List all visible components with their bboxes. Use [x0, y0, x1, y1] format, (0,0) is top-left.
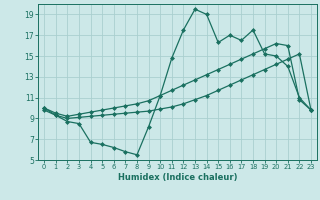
X-axis label: Humidex (Indice chaleur): Humidex (Indice chaleur)	[118, 173, 237, 182]
